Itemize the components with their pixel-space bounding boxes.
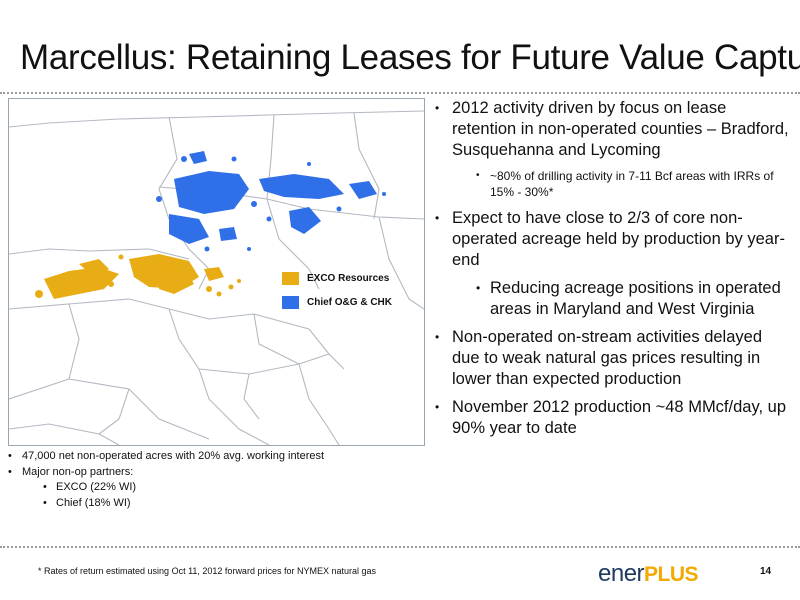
footnote: * Rates of return estimated using Oct 11… [38,566,376,576]
bullet-item: 2012 activity driven by focus on lease r… [432,98,794,161]
bullet-item: Non-operated on-stream activities delaye… [432,327,794,390]
sub-bullet-item: ~80% of drilling activity in 7-11 Bcf ar… [432,168,794,200]
legend-label: Chief O&G & CHK [307,297,392,309]
bullet-item: Major non-op partners: [8,465,428,481]
county-map-graphic [9,110,424,445]
bottom-divider [0,546,800,548]
logo-text-plus: PLUS [644,563,699,586]
legend-item-exco: EXCO Resources [282,272,389,285]
logo-text-ener: ener [598,560,645,587]
legend-label: EXCO Resources [307,273,390,285]
legend-item-chief: Chief O&G & CHK [282,296,392,309]
bullet-item: Expect to have close to 2/3 of core non-… [432,208,794,271]
right-bullet-list: 2012 activity driven by focus on lease r… [432,98,794,446]
slide-title: Marcellus: Retaining Leases for Future V… [20,38,800,77]
acreage-map [8,98,425,446]
top-divider [0,92,800,94]
sub-bullet-item: Reducing acreage positions in operated a… [432,278,794,320]
left-bullet-list: 47,000 net non-operated acres with 20% a… [8,449,428,511]
bullet-item: 47,000 net non-operated acres with 20% a… [8,449,428,465]
sub-bullet-item: Chief (18% WI) [8,496,428,512]
enerplus-logo: enerPLUS [598,560,699,588]
chief-swatch [282,296,299,309]
bullet-item: November 2012 production ~48 MMcf/day, u… [432,397,794,439]
exco-swatch [282,272,299,285]
sub-bullet-item: EXCO (22% WI) [8,480,428,496]
page-number: 14 [760,566,772,577]
